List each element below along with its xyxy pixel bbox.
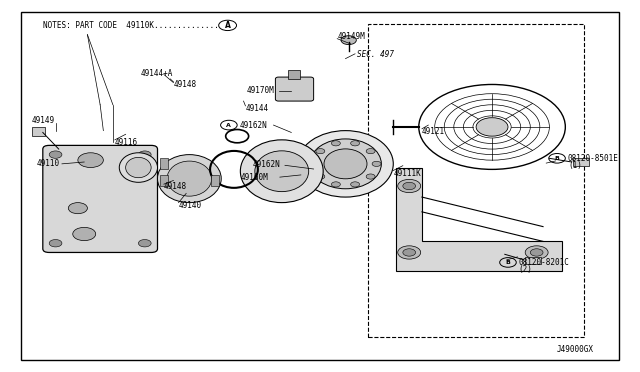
Bar [32, 127, 45, 136]
Circle shape [476, 118, 508, 136]
Text: 49162N: 49162N [253, 160, 281, 169]
Ellipse shape [298, 131, 394, 197]
Circle shape [397, 246, 420, 259]
Bar [525, 257, 541, 264]
Text: 49148: 49148 [164, 182, 187, 191]
Bar [160, 158, 168, 169]
Circle shape [341, 36, 356, 45]
Text: 49110: 49110 [36, 159, 60, 169]
Text: 08120-8501E: 08120-8501E [568, 154, 619, 163]
Text: 49140: 49140 [179, 201, 202, 210]
Circle shape [397, 179, 420, 193]
Ellipse shape [125, 157, 151, 178]
Text: 49144: 49144 [246, 104, 269, 113]
Circle shape [366, 148, 375, 154]
Bar [573, 158, 589, 166]
Ellipse shape [157, 155, 221, 203]
Circle shape [403, 182, 415, 190]
Ellipse shape [241, 140, 323, 203]
Text: B: B [506, 260, 511, 265]
Text: 49111K: 49111K [394, 169, 421, 177]
Circle shape [138, 240, 151, 247]
Bar [211, 175, 219, 186]
Circle shape [525, 246, 548, 259]
Text: 49160M: 49160M [241, 173, 268, 182]
Circle shape [351, 182, 360, 187]
Ellipse shape [119, 153, 157, 182]
Ellipse shape [167, 161, 212, 196]
Text: 49162N: 49162N [240, 121, 268, 129]
Circle shape [366, 174, 375, 179]
Text: (1): (1) [568, 161, 582, 170]
Text: B: B [555, 156, 559, 161]
Ellipse shape [324, 149, 367, 179]
Circle shape [332, 182, 340, 187]
Text: 49148: 49148 [173, 80, 196, 89]
Text: NOTES: PART CODE  49110K..............: NOTES: PART CODE 49110K.............. [43, 21, 218, 30]
Ellipse shape [310, 139, 381, 189]
Circle shape [316, 174, 325, 179]
Text: A: A [225, 21, 230, 30]
Circle shape [332, 141, 340, 146]
FancyBboxPatch shape [43, 145, 157, 253]
Bar [288, 70, 300, 79]
Polygon shape [396, 167, 562, 271]
Bar [368, 23, 584, 337]
Text: A: A [227, 123, 231, 128]
Text: 08120-8201C: 08120-8201C [519, 258, 570, 267]
Circle shape [372, 161, 381, 166]
Circle shape [351, 141, 360, 146]
Circle shape [73, 227, 96, 241]
Circle shape [49, 240, 62, 247]
Text: 49121: 49121 [422, 127, 445, 136]
Text: 49170M: 49170M [246, 86, 275, 95]
Circle shape [49, 151, 62, 158]
Circle shape [68, 203, 88, 214]
Circle shape [310, 161, 319, 166]
Bar [160, 175, 168, 186]
Text: 49116: 49116 [115, 138, 138, 147]
Circle shape [78, 153, 103, 167]
Circle shape [138, 151, 151, 158]
Text: 49149: 49149 [32, 116, 55, 125]
Ellipse shape [255, 151, 308, 192]
Text: J49000GX: J49000GX [557, 345, 594, 354]
Circle shape [531, 249, 543, 256]
FancyBboxPatch shape [275, 77, 314, 101]
Text: 49149M: 49149M [337, 32, 365, 41]
Text: 49144+A: 49144+A [140, 69, 173, 78]
Text: SEC. 497: SEC. 497 [357, 51, 394, 60]
Circle shape [403, 249, 415, 256]
Text: (2): (2) [519, 265, 532, 274]
Circle shape [316, 148, 325, 154]
